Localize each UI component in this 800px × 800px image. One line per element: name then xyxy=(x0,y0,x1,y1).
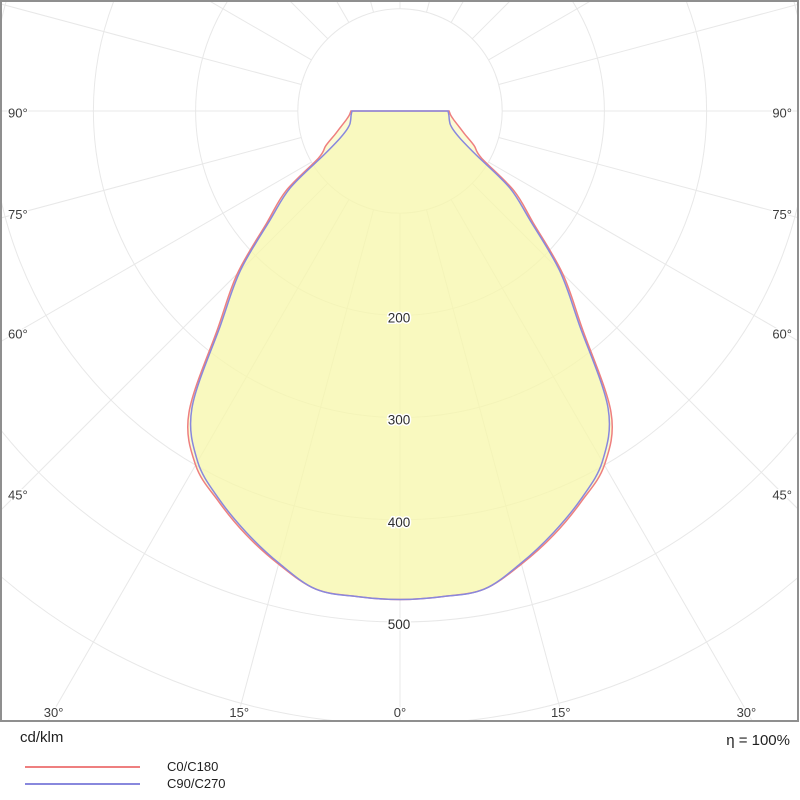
units-label: cd/klm xyxy=(20,729,64,746)
radial-tick-label-500: 500 xyxy=(388,617,411,632)
grid-spoke-75 xyxy=(498,137,797,218)
angle-label-right-60: 60° xyxy=(772,327,792,342)
grid-spoke-150 xyxy=(450,2,464,23)
angle-label-right-75: 75° xyxy=(772,207,792,222)
grid-spoke-225 xyxy=(290,2,329,40)
legend-area: cd/klm η = 100% C0/C180 C90/C270 xyxy=(0,723,800,800)
curves xyxy=(186,110,614,601)
grid-spoke-135 xyxy=(471,2,510,40)
efficiency-label: η = 100% xyxy=(726,732,790,749)
curve-c90-c270 xyxy=(189,110,611,601)
polar-intensity-chart: 200 300 400 500 90° 90° 75° 75° 60° 60° 45° 45° 30° 1… xyxy=(0,0,799,722)
grid-spoke-285 xyxy=(2,137,302,219)
chart-labels: 200 300 400 500 90° 90° 75° 75° 60° 60° 45° 45° 30° 1… xyxy=(7,104,794,722)
angle-label-bottom-1: 15° xyxy=(229,705,249,720)
angle-label-right-90: 90° xyxy=(772,106,792,121)
radial-tick-label-300: 300 xyxy=(388,413,411,428)
radial-tick-label-200: 200 xyxy=(388,310,411,325)
grid-spoke-105 xyxy=(498,4,797,85)
angle-label-right-45: 45° xyxy=(772,488,792,503)
angle-label-bottom-0: 30° xyxy=(44,705,64,720)
angle-label-bottom-2: 0° xyxy=(394,705,406,720)
angle-label-left-60: 60° xyxy=(8,327,28,342)
legend-label-c0-c180: C0/C180 xyxy=(167,759,219,774)
grid-spoke-240 xyxy=(210,2,312,61)
angle-label-bottom-3: 15° xyxy=(551,705,571,720)
angle-label-bottom-4: 30° xyxy=(737,705,757,720)
angle-label-left-75: 75° xyxy=(8,207,28,222)
grid-spoke-315 xyxy=(2,182,329,510)
legend-swatch-c0-c180 xyxy=(25,766,140,768)
angle-label-left-90: 90° xyxy=(8,106,28,121)
legend-swatch-c90-c270 xyxy=(25,783,140,785)
grid-spoke-120 xyxy=(488,2,590,61)
radial-tick-label-400: 400 xyxy=(388,515,411,530)
grid-spoke-255 xyxy=(2,3,302,85)
grid-spoke-210 xyxy=(336,2,350,23)
angle-label-left-45: 45° xyxy=(8,488,28,503)
grid-spoke-60 xyxy=(488,161,797,341)
curve-fill-c90-c270 xyxy=(190,111,610,600)
plot-border xyxy=(0,0,799,722)
grid-spoke-300 xyxy=(2,161,312,342)
legend-label-c90-c270: C90/C270 xyxy=(167,776,226,791)
grid-spoke-45 xyxy=(471,182,797,509)
